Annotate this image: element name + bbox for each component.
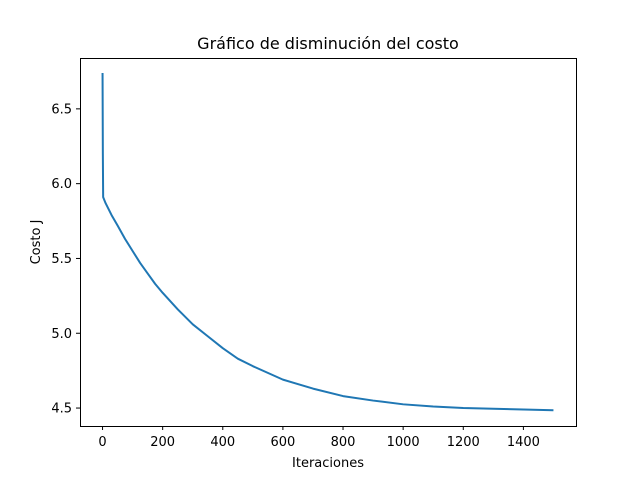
- x-tick-label: 200: [150, 435, 175, 450]
- y-tick-label: 6.0: [51, 177, 72, 192]
- x-tick-label: 1200: [447, 435, 480, 450]
- y-axis: 4.5 5.0 5.5 6.0 6.5: [51, 102, 80, 417]
- y-tick-label: 6.5: [51, 102, 72, 117]
- x-tick-label: 800: [331, 435, 356, 450]
- x-axis: 0 200 400 600 800 1000 1200 1400: [98, 426, 540, 450]
- x-tick-label: 600: [270, 435, 295, 450]
- plot-frame: [80, 58, 577, 427]
- chart-title: Gráfico de disminución del costo: [197, 34, 459, 53]
- cost-series-line: [101, 72, 554, 412]
- x-tick-label: 1000: [387, 435, 420, 450]
- x-tick-label: 1400: [507, 435, 540, 450]
- x-tick-label: 0: [98, 435, 106, 450]
- y-axis-label: Costo J: [29, 220, 44, 265]
- x-tick-label: 400: [210, 435, 235, 450]
- y-tick-label: 5.0: [51, 327, 72, 342]
- x-axis-label: Iteraciones: [292, 456, 364, 471]
- y-tick-label: 5.5: [51, 252, 72, 267]
- y-tick-label: 4.5: [51, 402, 72, 417]
